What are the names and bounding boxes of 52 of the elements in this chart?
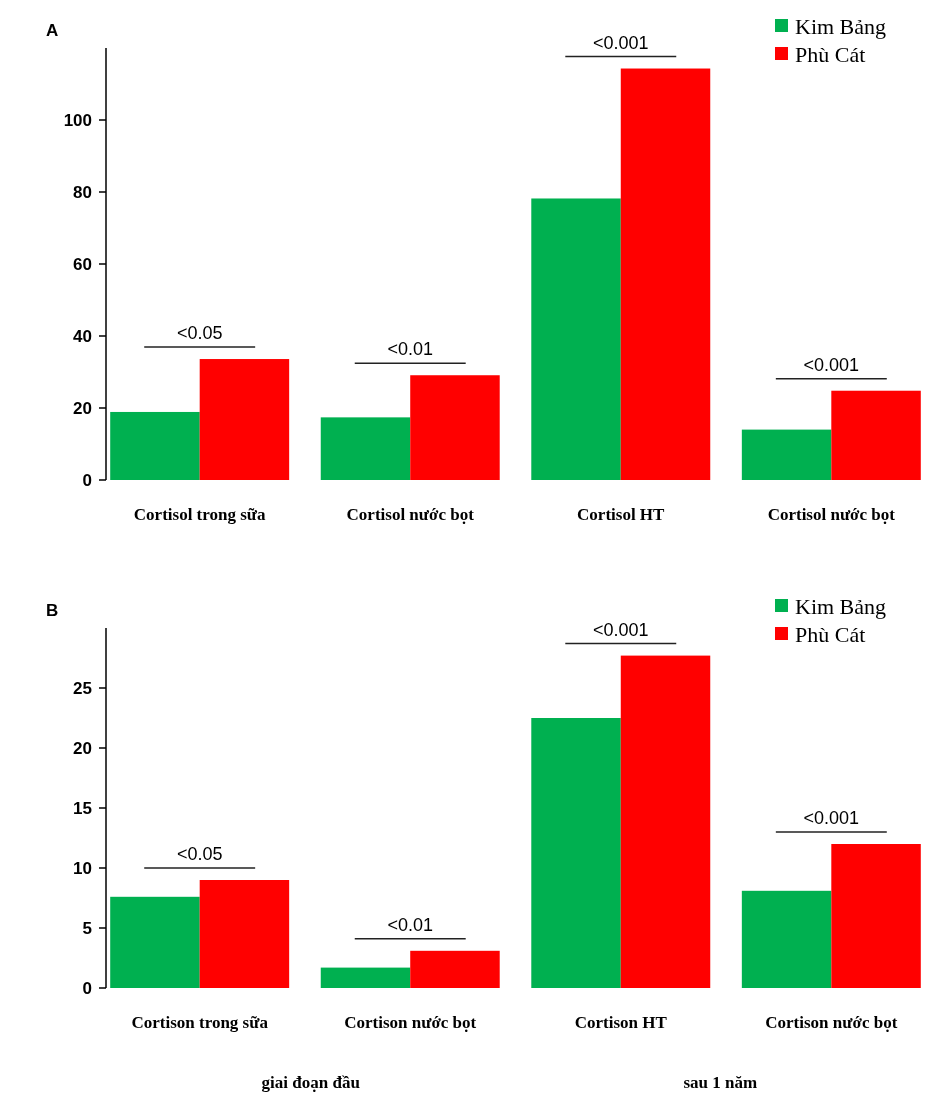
annotation: <0.01	[387, 914, 433, 935]
x-tick-label: Cortisol nước bọt	[767, 505, 896, 524]
annotation: <0.001	[803, 354, 860, 375]
bar	[110, 411, 200, 480]
bar	[741, 890, 832, 988]
bar	[199, 880, 290, 988]
y-tick-label: 0	[82, 470, 92, 490]
y-tick-label: 15	[73, 798, 92, 818]
bar	[199, 359, 290, 480]
x-tick-label: Cortisol HT	[577, 505, 666, 524]
x-tick-label: Cortison HT	[574, 1013, 668, 1032]
annotation: <0.01	[387, 339, 433, 360]
x-tick-label: Cortison nước bọt	[765, 1013, 898, 1032]
bar	[620, 655, 711, 988]
x-tick-label: Cortison trong sữa	[131, 1013, 269, 1032]
bar	[831, 390, 921, 480]
y-tick-label: 25	[73, 678, 92, 698]
annotation: <0.05	[176, 844, 223, 864]
legend-label: Phù Cát	[795, 41, 866, 67]
y-tick-label: 100	[63, 110, 92, 130]
x-tick-label: Cortisol nước bọt	[346, 505, 475, 524]
y-tick-label: 40	[73, 326, 92, 346]
bar	[320, 417, 411, 480]
y-tick-label: 60	[73, 254, 92, 274]
y-tick-label: 10	[73, 858, 92, 878]
bar	[531, 718, 621, 988]
legend-label: Kim Bảng	[795, 593, 887, 619]
text: sau 1 năm	[683, 1073, 758, 1092]
x-tick-label: Cortison nước bọt	[344, 1013, 477, 1032]
bar	[110, 896, 200, 988]
y-tick-label: 80	[73, 182, 92, 202]
legend-label: Kim Bảng	[795, 13, 887, 39]
chart-title: B	[46, 601, 59, 620]
y-tick-label: 5	[82, 918, 92, 938]
bar	[531, 198, 621, 480]
annotation: <0.05	[176, 323, 223, 344]
legend-label: Phù Cát	[795, 621, 866, 647]
x-tick-label: Cortisol trong sữa	[133, 505, 267, 524]
bar	[831, 844, 921, 988]
bar	[741, 429, 832, 480]
y-tick-label: 0	[82, 978, 92, 998]
bar	[410, 375, 500, 480]
y-tick-label: 20	[73, 738, 92, 758]
y-tick-label: 20	[73, 398, 92, 418]
annotation: <0.001	[803, 808, 860, 828]
chart-title: A	[46, 21, 59, 40]
bar	[620, 68, 711, 480]
bar	[410, 950, 500, 988]
text: giai đoạn đầu	[261, 1073, 360, 1092]
bar	[320, 967, 411, 988]
annotation: <0.001	[592, 619, 649, 640]
annotation: <0.001	[592, 32, 649, 53]
